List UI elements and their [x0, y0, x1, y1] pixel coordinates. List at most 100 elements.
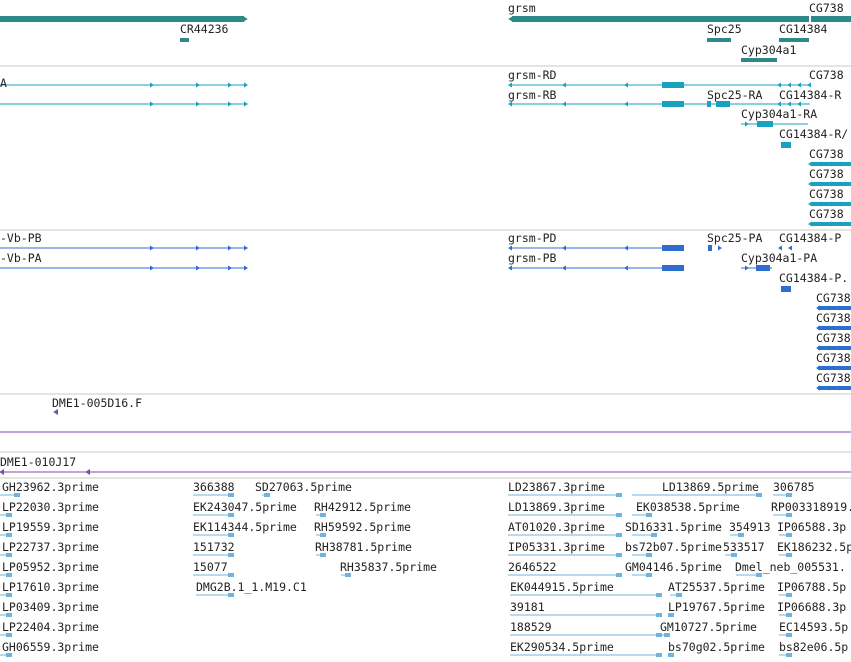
gene-label: CG738 — [809, 1, 844, 15]
clone-label: DME1-005D16.F — [52, 396, 143, 410]
transcript-strand-arrow — [196, 101, 200, 107]
transcript-strand-arrow — [777, 82, 781, 88]
protein-exon — [662, 245, 684, 251]
est-label: GH06559.3prime — [2, 640, 99, 654]
transcript-strand-arrow — [244, 82, 248, 88]
transcript-strand-arrow — [562, 101, 566, 107]
gene-bar — [779, 38, 809, 42]
est-label: GM10727.5prime — [660, 620, 757, 634]
est-block — [664, 633, 670, 637]
est-block — [14, 493, 20, 497]
est-label: 354913 — [729, 520, 771, 534]
transcript-strand-arrow — [808, 181, 812, 187]
est-label: 2646522 — [508, 560, 557, 574]
protein-exon — [818, 386, 851, 390]
transcript-strand-arrow — [745, 121, 749, 127]
transcript-strand-arrow — [787, 101, 791, 107]
gene-label: CG14384 — [779, 22, 828, 36]
transcript-strand-arrow — [624, 101, 628, 107]
est-block — [731, 553, 737, 557]
protein-label: grsm-PB — [508, 251, 557, 265]
est-label: Dmel_neb_005531. — [735, 560, 846, 574]
est-label: LP17610.3prime — [2, 580, 99, 594]
gene-bar — [707, 38, 731, 42]
transcript-exon — [757, 121, 773, 127]
est-label: 188529 — [510, 620, 552, 634]
protein-strand-arrow — [244, 265, 248, 271]
transcript-label: CG738 — [809, 68, 844, 82]
gene-bar — [512, 16, 809, 22]
est-label: EK290534.5prime — [510, 640, 614, 654]
est-block — [616, 553, 622, 557]
est-block — [228, 553, 234, 557]
protein-exon — [818, 346, 851, 350]
est-label: AT25537.5prime — [668, 580, 765, 594]
est-label: SD27063.5prime — [255, 480, 352, 494]
est-block — [228, 533, 234, 537]
protein-strand-arrow — [196, 265, 200, 271]
est-label: AT01020.3prime — [508, 520, 605, 534]
est-label: bs72b07.5prime — [625, 540, 722, 554]
est-block — [786, 653, 792, 657]
est-label: RH38781.5prime — [315, 540, 412, 554]
transcript-strand-arrow — [808, 201, 812, 207]
protein-strand-arrow — [745, 265, 749, 271]
protein-strand-arrow — [718, 245, 722, 251]
est-block — [646, 513, 652, 517]
est-block — [646, 573, 652, 577]
est-label: LP22404.3prime — [2, 620, 99, 634]
est-block — [6, 573, 12, 577]
protein-strand-arrow — [826, 345, 830, 351]
clone-marker — [85, 469, 90, 475]
est-label: LD13869.3prime — [508, 500, 605, 514]
est-block — [320, 553, 326, 557]
transcript-strand-arrow — [228, 82, 232, 88]
est-label: LP22030.3prime — [2, 500, 99, 514]
protein-strand-arrow — [228, 265, 232, 271]
est-label: 15077 — [193, 560, 228, 574]
est-label: EK186232.5p — [777, 540, 851, 554]
protein-strand-arrow — [836, 325, 840, 331]
protein-exon — [818, 306, 851, 310]
protein-label: CG738 — [816, 371, 851, 385]
protein-strand-arrow — [836, 385, 840, 391]
protein-strand-arrow — [826, 325, 830, 331]
protein-strand-arrow — [816, 305, 820, 311]
protein-label: -Vb-PA — [0, 251, 42, 265]
protein-strand-arrow — [508, 245, 512, 251]
protein-exon — [662, 265, 684, 271]
est-block — [656, 633, 662, 637]
est-block — [616, 533, 622, 537]
transcript-strand-arrow — [787, 82, 791, 88]
est-block — [738, 533, 744, 537]
transcript-strand-arrow — [508, 101, 512, 107]
est-block — [6, 613, 12, 617]
est-block — [786, 553, 792, 557]
est-block — [656, 653, 662, 657]
est-block — [786, 513, 792, 517]
est-label: LD13869.5prime — [662, 480, 759, 494]
transcript-exon — [716, 101, 730, 107]
protein-exon — [756, 265, 770, 271]
transcript-exon — [781, 142, 791, 148]
transcript-strand-arrow — [196, 82, 200, 88]
est-block — [646, 553, 652, 557]
est-label: 306785 — [773, 480, 815, 494]
est-block — [228, 513, 234, 517]
est-label: IP06588.3p — [777, 520, 847, 534]
gene-label: Cyp304a1 — [741, 43, 797, 57]
est-label: RH35837.5prime — [340, 560, 437, 574]
protein-label: CG14384-P. — [779, 271, 849, 285]
protein-strand-arrow — [836, 305, 840, 311]
est-label: IP05331.3prime — [508, 540, 605, 554]
est-label: GH23962.3prime — [2, 480, 99, 494]
protein-strand-arrow — [196, 245, 200, 251]
transcript-label: grsm-RB — [508, 88, 557, 102]
transcript-label: CG738 — [809, 187, 844, 201]
est-block — [320, 533, 326, 537]
est-label: IP06688.3p — [777, 600, 847, 614]
est-block — [228, 593, 234, 597]
est-label: 39181 — [510, 600, 545, 614]
